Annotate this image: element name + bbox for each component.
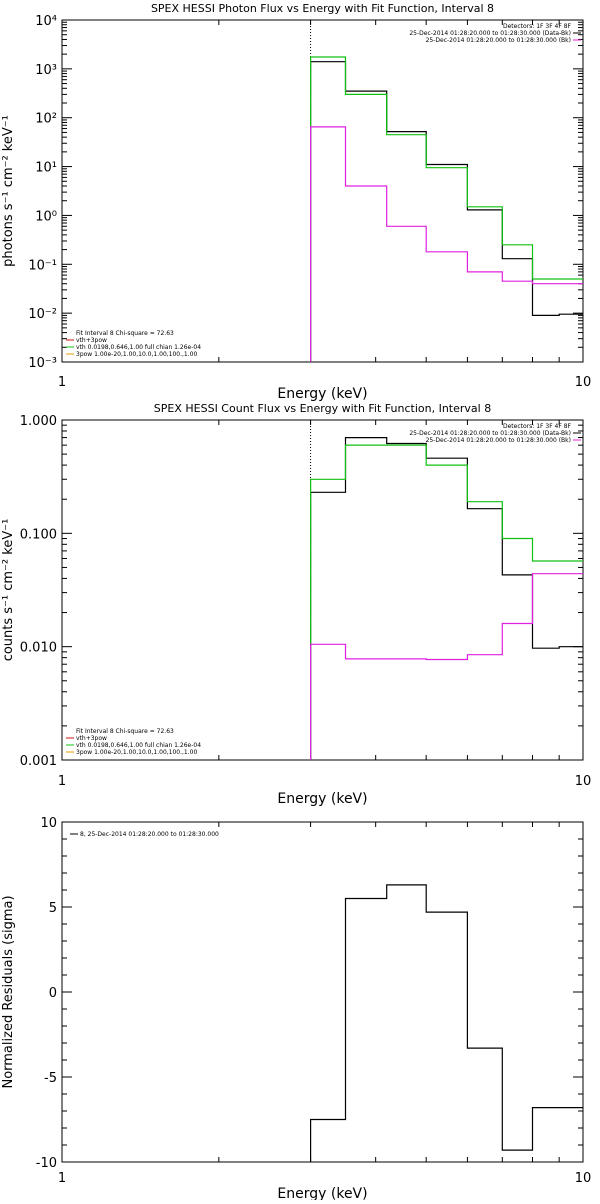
- chart-1-y-tick-label: 10⁰: [35, 209, 57, 224]
- chart-1-y-tick-label: 10³: [35, 63, 57, 78]
- chart-2-legend-entry: vth 0.0198,0.646,1.00 full chian 1.26e-0…: [76, 742, 201, 749]
- chart-2-y-tick-label: 0.001: [20, 754, 57, 769]
- chart-3-y-tick-label: 0: [49, 986, 57, 1001]
- chart-2-y-tick-label: 0.100: [20, 527, 57, 542]
- chart-3-legend-entry: 8, 25-Dec-2014 01:28:20.000 to 01:28:30.…: [80, 831, 219, 838]
- chart-1-legend-entry: 25-Dec-2014 01:28:20.000 to 01:28:30.000…: [426, 37, 571, 44]
- chart-1-x-tick-label: 10: [575, 375, 592, 390]
- chart-1-title: SPEX HESSI Photon Flux vs Energy with Fi…: [151, 2, 494, 15]
- chart-3-y-tick-label: -10: [36, 1156, 57, 1171]
- chart-3-y-tick-label: 5: [49, 901, 57, 916]
- chart-1-y-axis-label: photons s⁻¹ cm⁻² keV⁻¹: [1, 115, 16, 267]
- chart-3-series-1: [310, 884, 583, 1162]
- chart-2-series-2: [310, 444, 583, 760]
- chart-1-legend-entry: vth 0.0198,0.646,1.00 full chian 1.26e-0…: [76, 344, 201, 351]
- chart-3-x-axis-label: Energy (keV): [277, 1186, 367, 1200]
- chart-1-y-tick-label: 10⁻²: [28, 307, 57, 322]
- chart-2-x-tick-label: 1: [58, 774, 66, 789]
- chart-1-y-tick-label: 10²: [35, 112, 57, 127]
- chart-2-legend-entry: 25-Dec-2014 01:28:20.000 to 01:28:30.000…: [426, 437, 571, 444]
- chart-1-y-tick-label: 10¹: [35, 161, 57, 176]
- chart-1-series-3: [310, 126, 583, 362]
- chart-1-y-tick-label: 10⁻³: [28, 356, 57, 371]
- chart-3-x-tick-label: 10: [575, 1171, 592, 1186]
- chart-1-y-tick-label: 10⁴: [35, 14, 57, 29]
- chart-1-legend-entry: 25-Dec-2014 01:28:20.000 to 01:28:30.000…: [409, 30, 571, 37]
- chart-2-x-tick-label: 10: [575, 774, 592, 789]
- chart-2-plot-frame: [61, 419, 584, 761]
- chart-3-y-tick-label: -5: [44, 1071, 57, 1086]
- chart-2-x-axis-label: Energy (keV): [277, 791, 367, 807]
- chart-2-title: SPEX HESSI Count Flux vs Energy with Fit…: [154, 402, 491, 415]
- chart-1-legend-entry: vth+3pow: [76, 337, 107, 344]
- chart-2-legend-entry: 3pow 1.00e-20,1.00,10.0,1.00,100.,1.00: [76, 749, 197, 756]
- chart-1-series-2: [310, 56, 583, 362]
- chart-1-legend-entry: 3pow 1.00e-20,1.00,10.0,1.00,100.,1.00: [76, 351, 197, 358]
- chart-1-x-tick-label: 1: [58, 375, 66, 390]
- chart-1-y-tick-label: 10⁻¹: [28, 258, 57, 273]
- chart-2-legend-entry: 25-Dec-2014 01:28:20.000 to 01:28:30.000…: [409, 430, 571, 437]
- chart-2-series-3: [310, 573, 583, 760]
- chart-2-legend-entry: Fit Interval 8 Chi-square = 72.63: [76, 728, 174, 735]
- chart-3-y-tick-label: 10: [40, 816, 57, 831]
- chart-2-legend-entry: vth+3pow: [76, 735, 107, 742]
- chart-1-legend-entry: Fit Interval 8 Chi-square = 72.63: [76, 330, 174, 337]
- chart-3-y-axis-label: Normalized Residuals (sigma): [1, 895, 16, 1088]
- chart-3-x-tick-label: 1: [58, 1171, 66, 1186]
- chart-2-y-tick-label: 1.000: [20, 414, 57, 429]
- chart-2-legend-entry: Detectors: 1F 3F 4F 8F: [503, 423, 572, 430]
- chart-1-plot-frame: [61, 19, 584, 363]
- chart-1-x-axis-label: Energy (keV): [277, 386, 367, 402]
- chart-2-y-tick-label: 0.010: [20, 641, 57, 656]
- chart-1-legend-entry: Detectors: 1F 3F 4F 8F: [503, 23, 572, 30]
- chart-2-y-axis-label: counts s⁻¹ cm⁻² keV⁻¹: [1, 519, 16, 662]
